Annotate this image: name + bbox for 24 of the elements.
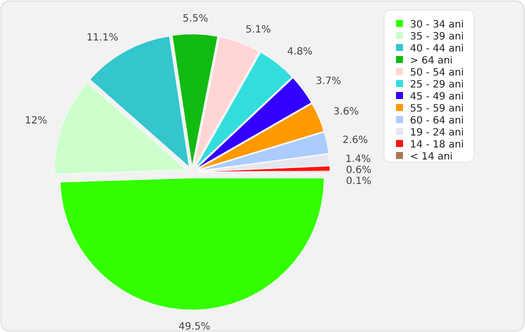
legend-label: 60 - 64 ani (410, 116, 464, 126)
data-label: 2.6% (342, 134, 368, 146)
legend-label: 35 - 39 ani (410, 32, 464, 42)
data-label: 3.6% (333, 106, 359, 118)
legend-label: 55 - 59 ani (410, 104, 464, 114)
data-label: 4.8% (287, 46, 313, 58)
data-label: 11.1% (86, 32, 118, 44)
data-label: 49.5% (178, 321, 210, 332)
legend-label: 45 - 49 ani (410, 92, 464, 102)
legend-label: 25 - 29 ani (410, 80, 464, 90)
data-label: 1.4% (345, 154, 371, 165)
data-label: 3.7% (316, 76, 342, 87)
legend-label: 19 - 24 ani (410, 128, 464, 138)
legend-label: 14 - 18 ani (410, 140, 464, 150)
legend-label: 40 - 44 ani (410, 44, 464, 54)
legend-label: < 14 ani (410, 152, 453, 162)
data-label: 5.5% (182, 14, 208, 25)
legend-label: 30 - 34 ani (410, 20, 464, 30)
data-label: 0.6% (346, 164, 372, 176)
data-label: 5.1% (246, 24, 271, 36)
data-label: 12% (24, 115, 48, 126)
legend-label: > 64 ani (410, 56, 453, 66)
legend-label: 50 - 54 ani (410, 68, 464, 78)
data-label: 0.1% (346, 176, 372, 187)
